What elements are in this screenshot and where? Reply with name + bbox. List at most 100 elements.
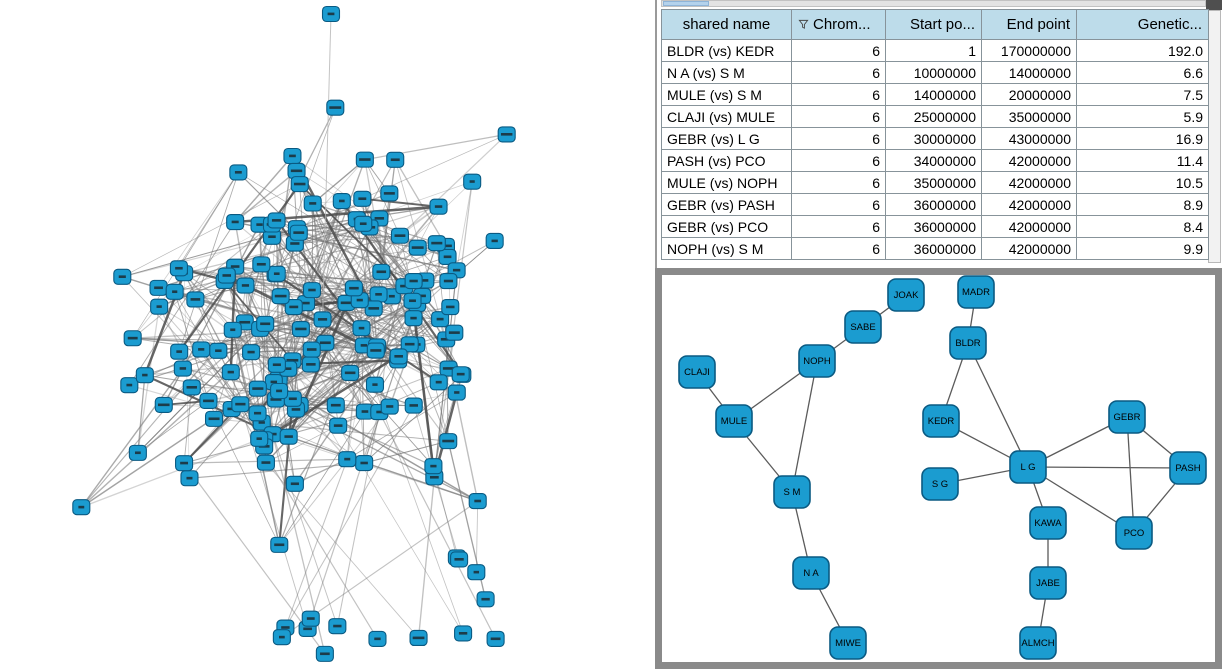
network-node[interactable] xyxy=(128,444,147,461)
network-node[interactable] xyxy=(369,286,388,303)
table-cell[interactable]: 42000000 xyxy=(981,215,1077,238)
network-node[interactable] xyxy=(328,618,347,635)
table-cell[interactable]: 14000000 xyxy=(981,61,1077,84)
network-node[interactable] xyxy=(450,551,469,568)
network-node-madr[interactable]: MADR xyxy=(957,275,995,309)
table-cell[interactable]: 42000000 xyxy=(981,237,1077,260)
network-node[interactable] xyxy=(389,348,408,365)
network-node[interactable] xyxy=(424,458,443,475)
network-node[interactable] xyxy=(476,591,495,608)
network-node[interactable] xyxy=(267,212,286,229)
table-cell[interactable]: 8.4 xyxy=(1076,215,1209,238)
network-node-kedr[interactable]: KEDR xyxy=(922,404,960,438)
network-node[interactable] xyxy=(431,311,450,328)
network-node[interactable] xyxy=(289,224,308,241)
table-cell[interactable]: 6 xyxy=(791,171,886,194)
network-node[interactable] xyxy=(182,379,201,396)
network-node[interactable] xyxy=(186,291,205,308)
network-node-claji[interactable]: CLAJI xyxy=(678,355,716,389)
network-node[interactable] xyxy=(321,5,341,23)
network-node[interactable] xyxy=(209,342,228,359)
table-cell[interactable]: 10000000 xyxy=(885,61,982,84)
network-node-pash[interactable]: PASH xyxy=(1169,451,1207,485)
network-node-gebr[interactable]: GEBR xyxy=(1108,400,1146,434)
network-node[interactable] xyxy=(352,320,371,337)
network-node[interactable] xyxy=(302,341,321,358)
network-node[interactable] xyxy=(283,147,302,165)
network-node[interactable] xyxy=(341,364,360,381)
network-node[interactable] xyxy=(355,455,374,472)
network-node[interactable] xyxy=(447,384,466,401)
column-header-chrom[interactable]: Chrom... xyxy=(791,9,886,40)
network-node-joak[interactable]: JOAK xyxy=(887,278,925,312)
table-cell[interactable]: 6 xyxy=(791,149,886,172)
table-row[interactable]: MULE (vs) NOPH 6 35000000 42000000 10.5 xyxy=(661,171,1209,194)
network-node[interactable] xyxy=(291,320,310,338)
table-cell[interactable]: 36000000 xyxy=(885,215,982,238)
network-node[interactable] xyxy=(468,493,487,510)
network-edge[interactable] xyxy=(1027,466,1189,469)
network-node-almch[interactable]: ALMCH xyxy=(1019,626,1057,660)
network-node[interactable] xyxy=(272,629,291,646)
network-node[interactable] xyxy=(404,273,423,290)
network-node[interactable] xyxy=(271,288,290,305)
table-cell[interactable]: 35000000 xyxy=(981,105,1077,128)
table-cell[interactable]: 42000000 xyxy=(981,149,1077,172)
network-node-sabe[interactable]: SABE xyxy=(844,310,882,344)
table-cell[interactable]: 25000000 xyxy=(885,105,982,128)
table-cell[interactable]: 6 xyxy=(791,237,886,260)
network-node[interactable] xyxy=(353,190,372,207)
network-node[interactable] xyxy=(497,126,516,143)
table-cell[interactable]: 20000000 xyxy=(981,83,1077,106)
network-node[interactable] xyxy=(250,430,269,447)
column-header-startpo[interactable]: Start po... xyxy=(885,9,982,40)
network-node-mule[interactable]: MULE xyxy=(715,404,753,438)
table-row[interactable]: MULE (vs) S M 6 14000000 20000000 7.5 xyxy=(661,83,1209,106)
network-node[interactable] xyxy=(270,382,289,400)
network-node[interactable] xyxy=(242,344,261,361)
table-cell[interactable]: MULE (vs) S M xyxy=(661,83,792,106)
network-node[interactable] xyxy=(400,336,419,353)
table-cell[interactable]: 42000000 xyxy=(981,171,1077,194)
table-cell[interactable]: 36000000 xyxy=(885,237,982,260)
table-cell[interactable]: 6 xyxy=(791,127,886,150)
network-edge[interactable] xyxy=(791,360,818,493)
network-node[interactable] xyxy=(204,410,224,427)
table-cell[interactable]: NOPH (vs) S M xyxy=(661,237,792,260)
network-node[interactable] xyxy=(326,99,345,116)
network-node[interactable] xyxy=(329,417,348,434)
network-node-sg[interactable]: S G xyxy=(921,467,959,501)
network-node-pco[interactable]: PCO xyxy=(1115,516,1153,550)
table-cell[interactable]: BLDR (vs) KEDR xyxy=(661,39,792,62)
table-cell[interactable]: 8.9 xyxy=(1076,193,1209,216)
network-node[interactable] xyxy=(149,279,168,296)
network-node[interactable] xyxy=(256,315,275,332)
network-node[interactable] xyxy=(354,215,373,232)
table-cell[interactable]: 42000000 xyxy=(981,193,1077,216)
table-row[interactable]: GEBR (vs) PASH 6 36000000 42000000 8.9 xyxy=(661,193,1209,216)
network-node[interactable] xyxy=(365,376,385,393)
network-node[interactable] xyxy=(366,342,385,359)
network-node-jabe[interactable]: JABE xyxy=(1029,566,1067,600)
network-node[interactable] xyxy=(338,451,357,468)
network-node[interactable] xyxy=(409,629,428,647)
table-cell[interactable]: 30000000 xyxy=(885,127,982,150)
network-node[interactable] xyxy=(439,273,458,290)
network-node[interactable] xyxy=(301,610,320,627)
network-node-na[interactable]: N A xyxy=(792,556,830,590)
network-node[interactable] xyxy=(454,625,473,642)
table-row[interactable]: GEBR (vs) L G 6 30000000 43000000 16.9 xyxy=(661,127,1209,150)
network-node[interactable] xyxy=(315,645,334,662)
network-node[interactable] xyxy=(123,330,142,347)
network-node[interactable] xyxy=(290,176,309,193)
network-node[interactable] xyxy=(256,454,275,471)
horizontal-scrollbar-thumb[interactable] xyxy=(663,1,709,6)
network-node-bldr[interactable]: BLDR xyxy=(949,326,987,360)
network-node[interactable] xyxy=(404,397,423,414)
network-node[interactable] xyxy=(439,433,458,450)
table-cell[interactable]: MULE (vs) NOPH xyxy=(661,171,792,194)
network-node[interactable] xyxy=(301,356,320,373)
network-node[interactable] xyxy=(270,536,289,553)
network-node[interactable] xyxy=(175,455,194,472)
network-node[interactable] xyxy=(113,268,132,285)
